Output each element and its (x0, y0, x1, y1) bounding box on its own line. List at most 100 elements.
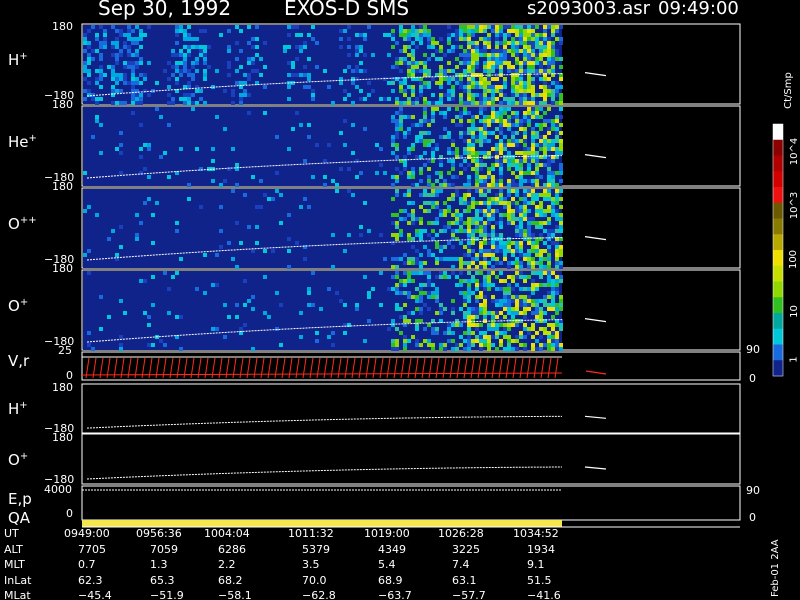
spectrogram-cell (507, 101, 511, 105)
spectrogram-cell (479, 283, 483, 287)
spectrogram-cell (555, 275, 559, 279)
spectrogram-cell (551, 171, 555, 175)
spectrogram-cell (483, 311, 487, 315)
spectrogram-cell (407, 147, 411, 151)
spectrogram-cell (523, 93, 527, 97)
spectrogram-cell (535, 93, 539, 97)
spectrogram-cell (507, 163, 511, 167)
colorbar-label-3: 10^3 (789, 191, 800, 220)
spectrogram-cell (507, 201, 511, 205)
spectrogram-cell (451, 265, 455, 269)
spectrogram-cell (475, 57, 479, 61)
spectrogram-cell (435, 107, 439, 111)
spectrogram-cell (419, 287, 423, 291)
spectrogram-cell (535, 33, 539, 37)
spectrogram-cell (543, 45, 547, 49)
spectrogram-cell (459, 131, 463, 135)
spectrogram-cell (351, 151, 355, 155)
spectrogram-cell (395, 291, 399, 295)
spectrogram-cell (467, 93, 471, 97)
spectrogram-cell (547, 159, 551, 163)
spectrogram-cell (187, 97, 191, 101)
spectrogram-cell (535, 101, 539, 105)
spectrogram-cell (559, 249, 563, 253)
spectrogram-cell (479, 245, 483, 249)
spectrogram-cell (515, 49, 519, 53)
spectrogram-cell (427, 193, 431, 197)
spectrogram-cell (547, 221, 551, 225)
spectrogram-cell (483, 151, 487, 155)
spectrogram-cell (507, 245, 511, 249)
spectrogram-cell (551, 65, 555, 69)
spectrogram-cell (455, 175, 459, 179)
tick-he-min: −180 (44, 171, 75, 184)
vr-spike (407, 357, 412, 379)
spectrogram-cell (415, 45, 419, 49)
spectrogram-cell (479, 307, 483, 311)
spectrogram-cell (499, 271, 503, 275)
spectrogram-cell (499, 101, 503, 105)
spectrogram-cell (439, 245, 443, 249)
spectrogram-cell (467, 283, 471, 287)
spectrogram-cell (495, 85, 499, 89)
spectrogram-cell (555, 101, 559, 105)
spectrogram-cell (459, 283, 463, 287)
spectrogram-cell (475, 315, 479, 319)
spectrogram-cell (547, 49, 551, 53)
spectrogram-cell (187, 81, 191, 85)
spectrogram-cell (539, 311, 543, 315)
spectrogram-cell (515, 183, 519, 187)
spectrogram-cell (295, 45, 299, 49)
spectrogram-cell (83, 37, 87, 41)
spectrogram-cell (539, 265, 543, 269)
spectrogram-cell (111, 73, 115, 77)
spectrogram-cell (171, 53, 175, 57)
spectrogram-cell (227, 49, 231, 53)
spectrogram-cell (459, 135, 463, 139)
spectrogram-cell (255, 241, 259, 245)
spectrogram-cell (111, 101, 115, 105)
spectrogram-cell (419, 299, 423, 303)
spectrogram-cell (503, 327, 507, 331)
spectrogram-cell (491, 29, 495, 33)
spectrogram-cell (547, 229, 551, 233)
spectrogram-cell (487, 119, 491, 123)
spectrogram-cell (179, 347, 183, 351)
spectrogram-cell (479, 159, 483, 163)
vr-spike (477, 357, 482, 379)
spectrogram-cell (239, 85, 243, 89)
spectrogram-cell (203, 53, 207, 57)
spectrogram-cell (527, 53, 531, 57)
spectrogram-cell (459, 171, 463, 175)
rtick-ep-max: 90 (746, 484, 760, 497)
spectrogram-cell (467, 233, 471, 237)
ephemeris-cell: 9.1 (527, 558, 545, 571)
spectrogram-cell (407, 311, 411, 315)
spectrogram-cell (303, 85, 307, 89)
spectrogram-cell (307, 287, 311, 291)
spectrogram-cell (459, 241, 463, 245)
spectrogram-cell (391, 89, 395, 93)
vr-spike (512, 357, 517, 379)
spectrogram-cell (287, 33, 291, 37)
spectrogram-cell (95, 115, 99, 119)
spectrogram-cell (179, 97, 183, 101)
spectrogram-cell (511, 197, 515, 201)
spectrogram-cell (467, 29, 471, 33)
spectrogram-cell (543, 241, 547, 245)
spectrogram-cell (399, 127, 403, 131)
spectrogram-cell (131, 69, 135, 73)
spectrogram-cell (411, 201, 415, 205)
spectrogram-cell (403, 347, 407, 351)
spectrogram-cell (475, 299, 479, 303)
spectrogram-cell (459, 73, 463, 77)
spectrogram-cell (179, 61, 183, 65)
spectrogram-cell (471, 221, 475, 225)
spectrogram-cell (495, 41, 499, 45)
spectrogram-cell (411, 93, 415, 97)
spectrogram-cell (495, 241, 499, 245)
spectrogram-cell (231, 147, 235, 151)
spectrogram-cell (491, 213, 495, 217)
spectrogram-cell (87, 81, 91, 85)
